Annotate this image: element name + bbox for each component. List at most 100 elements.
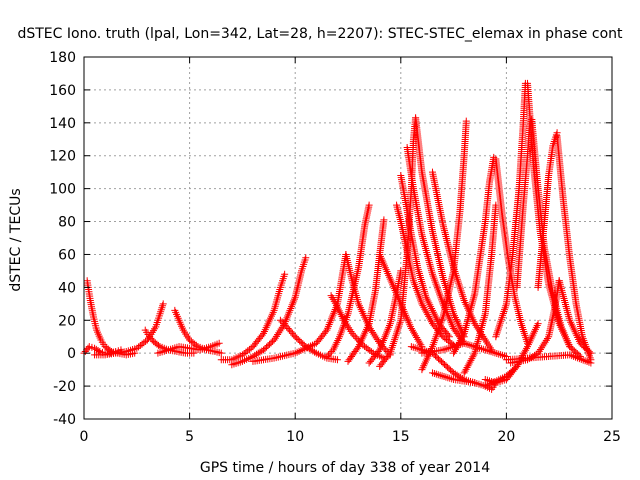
data-point-fill [469,353,477,361]
data-point-fill [396,320,404,328]
data-point-fill [522,346,530,354]
data-point-fill [411,344,419,352]
data-point-fill [466,358,474,366]
data-point [460,369,468,377]
data-point-fill [457,287,465,295]
y-tick-label: 140 [49,116,76,132]
series-39 [418,339,510,360]
data-point-fill [350,331,358,339]
data-point-fill [494,325,502,333]
y-tick-label: 180 [49,50,76,66]
series-26 [460,201,500,377]
data-point-fill [541,338,549,346]
data-point-fill [106,346,114,354]
data-point [534,320,542,328]
series-20 [376,250,426,351]
data-point-fill [495,323,503,331]
data-point-fill [414,335,422,343]
data-point [513,362,521,370]
data-point-fill [142,337,150,345]
data-point-fill [455,372,463,380]
data-point-fill [479,332,487,340]
data-point-fill [247,344,255,352]
data-point-fill [467,356,475,364]
data-point-fill [370,330,378,338]
data-point-fill [311,348,319,356]
data-point-fill [351,333,359,341]
data-point-fill [455,279,463,287]
data-point-fill [502,302,510,310]
data-point-fill [421,305,429,313]
data-point-fill [277,325,285,333]
data-point-fill [369,328,377,336]
series-32 [528,116,584,360]
data-point [276,316,284,324]
data-point-fill [366,346,374,354]
data-point-fill [444,331,452,339]
data-point [471,320,479,328]
data-point-fill [392,330,400,338]
data-point [133,344,141,352]
data-point-fill [148,336,156,344]
data-point-fill [497,317,505,325]
data-point-fill [412,332,420,340]
data-point-fill [371,332,379,340]
data-point-fill [136,342,144,350]
data-point-fill [388,343,396,351]
data-point [281,270,289,278]
data-point-fill [391,334,399,342]
data-point-fill [280,320,288,328]
data-point-fill [258,331,266,339]
data-point-fill [492,331,500,339]
data-point-fill [494,327,502,335]
data-point-fill [309,347,317,355]
data-point-fill [423,309,431,317]
data-point-fill [368,348,376,356]
data-point-fill [408,326,416,334]
data-point-fill [459,331,467,339]
data-point-fill [436,371,444,379]
x-tick-label: 10 [286,429,304,445]
data-point-fill [542,336,550,344]
data-point [159,300,167,308]
data-point [445,333,453,341]
series-18 [412,114,468,341]
data-point-fill [445,344,453,352]
data-point [270,336,278,344]
data-point-fill [466,341,474,349]
data-point-fill [396,318,404,326]
data-point-fill [521,348,529,356]
data-point-fill [393,328,401,336]
series-25 [450,153,498,357]
data-point-fill [543,335,551,343]
series-35 [507,277,563,367]
data-point-fill [135,343,143,351]
data-point-fill [420,303,428,311]
data-point [380,216,388,224]
data-point-fill [493,329,501,337]
axis-ticks: 0 5 10 15 20 25 -40 -20 0 20 40 60 80 100 120 140 160 180 [49,50,621,445]
data-point-fill [540,340,548,348]
data-point-fill [425,312,433,320]
data-point-fill [275,329,283,337]
series-13 [344,216,388,365]
data-point-fill [463,364,471,372]
data-point-fill [585,348,593,356]
data-point-fill [94,346,102,354]
data-point-fill [328,348,336,356]
data-point-fill [274,331,282,339]
data-point-fill [430,370,438,378]
y-tick-label: 40 [58,280,76,296]
data-point-fill [441,345,449,353]
data-point-fill [446,374,454,382]
data-point [492,333,500,341]
data-point-fill [465,360,473,368]
data-point-fill [245,345,253,353]
data-point [238,351,246,359]
plot-frame [83,56,613,420]
data-point-fill [470,351,478,359]
data-point [450,369,458,377]
y-tick-label: -40 [53,412,76,428]
data-point [587,349,595,357]
chart-title: dSTEC Iono. truth (lpal, Lon=342, Lat=28… [17,26,623,42]
